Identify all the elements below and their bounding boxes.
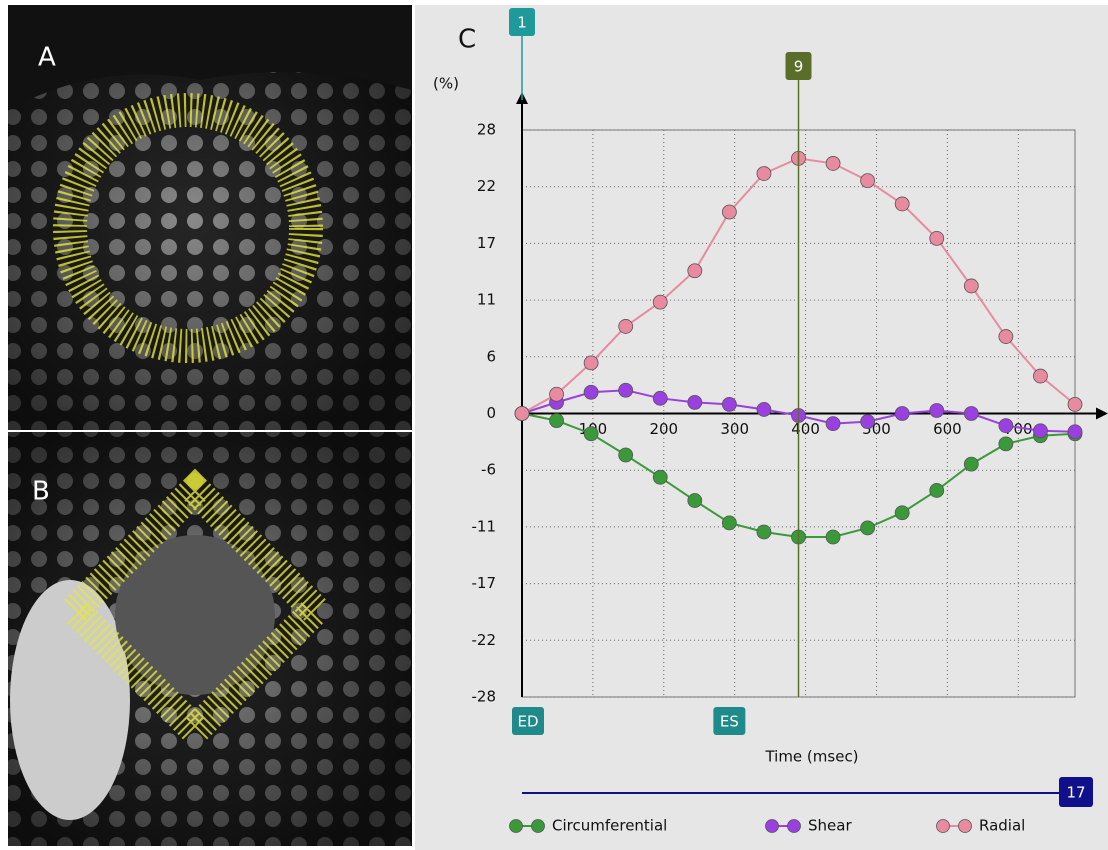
- x-axis-arrow: [1096, 407, 1108, 420]
- phase-box: [713, 707, 746, 735]
- x-tick-label: 200: [649, 420, 678, 438]
- data-point: [687, 394, 703, 410]
- data-point: [721, 396, 737, 412]
- data-point: [860, 173, 876, 189]
- x-axis-label: Time (msec): [764, 748, 858, 766]
- legend-marker: [936, 819, 950, 833]
- data-point: [963, 456, 979, 472]
- data-point: [687, 493, 703, 508]
- y-tick-label: -17: [472, 574, 497, 592]
- y-tick-label: -6: [481, 461, 496, 479]
- phase-label: ED: [517, 713, 538, 731]
- legend-marker: [509, 819, 523, 833]
- data-point: [825, 529, 841, 545]
- data-point: [618, 382, 634, 398]
- y-tick-label: -11: [472, 517, 497, 535]
- data-point: [998, 329, 1014, 344]
- data-point: [652, 294, 668, 310]
- data-point: [514, 406, 530, 421]
- panel-label: B: [32, 477, 50, 507]
- y-tick-label: 28: [477, 121, 496, 139]
- data-point: [894, 406, 910, 421]
- y-axis-label: (%): [433, 75, 459, 93]
- data-point: [894, 196, 910, 212]
- data-point: [825, 156, 841, 171]
- data-point: [618, 447, 634, 463]
- data-point: [721, 204, 737, 220]
- data-point: [687, 263, 703, 279]
- legend-marker: [765, 819, 779, 833]
- data-point: [721, 515, 737, 531]
- y-tick-label: -28: [472, 688, 497, 706]
- y-tick-label: 22: [477, 177, 496, 195]
- data-point: [652, 390, 668, 406]
- data-point: [756, 166, 772, 181]
- legend-marker: [958, 819, 972, 833]
- mri-image-b: [8, 432, 412, 846]
- data-point: [929, 483, 945, 498]
- legend-marker: [787, 819, 801, 833]
- x-tick-label: 300: [720, 420, 749, 438]
- data-point: [756, 402, 772, 417]
- legend-label: Circumferential: [552, 817, 667, 835]
- data-point: [1033, 368, 1048, 384]
- x-tick-label: 600: [933, 420, 962, 438]
- data-point: [756, 524, 772, 540]
- cursor-box: [509, 8, 535, 36]
- data-point: [998, 436, 1014, 452]
- data-point: [549, 386, 564, 402]
- y-tick-label: 17: [477, 234, 496, 252]
- data-point: [618, 319, 634, 334]
- data-point: [860, 520, 876, 536]
- mri-image-a: [8, 5, 412, 430]
- panel-label: A: [38, 43, 56, 73]
- legend-label: Shear: [808, 817, 852, 835]
- data-point: [583, 426, 599, 442]
- y-tick-label: 0: [486, 404, 496, 422]
- data-point: [963, 278, 979, 294]
- data-point: [998, 418, 1014, 434]
- data-point: [1067, 396, 1083, 412]
- cursor-box: [785, 52, 812, 80]
- slider-handle: [1059, 777, 1093, 807]
- cursor-label: 1: [517, 14, 527, 32]
- data-point: [894, 505, 910, 521]
- data-point: [929, 230, 945, 246]
- data-point: [1067, 424, 1083, 440]
- data-point: [549, 413, 564, 428]
- legend-label: Radial: [979, 817, 1025, 835]
- phase-box: [512, 707, 544, 735]
- data-point: [583, 384, 599, 400]
- panel-label: C: [458, 25, 476, 55]
- y-tick-label: 6: [486, 347, 496, 365]
- data-point: [929, 403, 945, 418]
- data-point: [825, 416, 841, 432]
- y-tick-label: -22: [472, 631, 497, 649]
- phase-label: ES: [720, 713, 739, 731]
- y-tick-label: 11: [477, 291, 496, 309]
- data-point: [860, 414, 876, 430]
- data-point: [583, 355, 599, 371]
- slider-label: 17: [1066, 784, 1085, 802]
- data-point: [1033, 423, 1048, 439]
- data-point: [652, 469, 668, 485]
- cursor-label: 9: [794, 58, 804, 76]
- legend-marker: [531, 819, 545, 833]
- data-point: [963, 406, 979, 421]
